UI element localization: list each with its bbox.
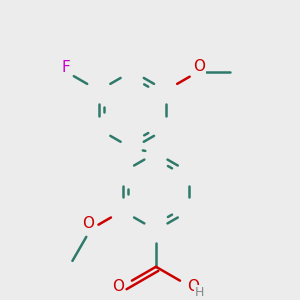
Text: O: O [112, 279, 124, 294]
Text: H: H [194, 286, 204, 299]
Text: O: O [82, 216, 94, 231]
Text: F: F [61, 60, 70, 75]
Text: O: O [193, 59, 205, 74]
Text: O: O [187, 279, 199, 294]
